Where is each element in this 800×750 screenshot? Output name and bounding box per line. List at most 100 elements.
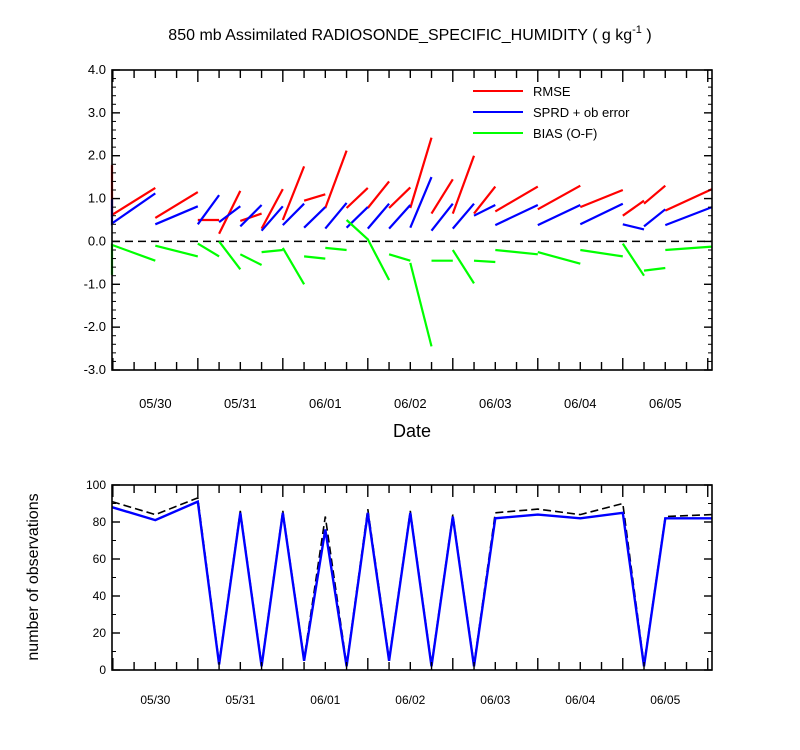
top-axes: -3.0 -2.0 -1.0 0.0 1.0 2.0 3.0 4.0 05/30 05/31 06/… <box>84 62 712 411</box>
bottom-axes: 0 20 40 60 80 100 05/30 05/31 06/01 06/02 06/03 06/… <box>86 478 712 707</box>
bias-o-f-segment <box>303 255 326 260</box>
rmse-segment <box>579 188 624 209</box>
bias-o-f-segment <box>261 248 283 254</box>
top-x-tick-label: 06/03 <box>479 396 512 411</box>
sprd-ob-error-segment <box>345 206 369 229</box>
sprd-ob-error-segment <box>409 176 433 229</box>
legend-label-bias-o-f: BIAS (O-F) <box>533 126 597 141</box>
rmse-segment <box>388 186 412 209</box>
sprd-ob-error-segment <box>154 205 199 226</box>
bottom-x-tick-label: 06/05 <box>650 693 680 707</box>
bias-o-f-segment <box>409 262 433 347</box>
sprd-ob-error-segment <box>451 202 475 230</box>
sprd-ob-error-segment <box>537 204 581 227</box>
top-x-tick-label: 05/30 <box>139 396 172 411</box>
sprd-ob-error-segment <box>366 202 390 230</box>
top-x-tick-label: 06/02 <box>394 396 427 411</box>
bias-o-f-segment <box>345 219 391 281</box>
sprd-ob-error-segment <box>196 194 220 225</box>
bias-o-f-segment <box>388 253 411 262</box>
top-x-tick-label: 06/05 <box>649 396 682 411</box>
chart-title-unit-exponent: -1 <box>632 24 642 36</box>
sprd-ob-error-segment <box>643 208 666 228</box>
top-x-tick-label: 06/01 <box>309 396 342 411</box>
bias-o-f-segment <box>580 248 623 258</box>
rmse-segment <box>218 190 242 235</box>
top-x-axis-label: Date <box>393 421 431 441</box>
bottom-x-tick-label: 06/01 <box>310 693 340 707</box>
rmse-segment <box>451 155 476 214</box>
series-bias-o-f <box>110 219 713 347</box>
top-x-tick-label: 06/04 <box>564 396 597 411</box>
sprd-ob-error-segment <box>239 204 263 228</box>
rmse-segment <box>281 165 306 221</box>
top-y-tick-label: 3.0 <box>88 105 106 120</box>
sprd-ob-error-segment <box>282 202 305 226</box>
obs-series-blue <box>111 499 712 667</box>
top-y-tick-label: 0.0 <box>88 233 106 248</box>
chart-title-close: ) <box>642 27 652 44</box>
legend: RMSE SPRD + ob error BIAS (O-F) <box>473 84 630 141</box>
bottom-y-axis-label: number of observations <box>25 493 42 660</box>
sprd-ob-error-segment <box>473 204 496 217</box>
top-y-tick-label: 2.0 <box>88 148 106 163</box>
chart-title-main: 850 mb Assimilated RADIOSONDE_SPECIFIC_H… <box>168 27 632 44</box>
bottom-y-tick-label: 0 <box>99 663 106 677</box>
bottom-x-tick-label: 05/31 <box>225 693 255 707</box>
bottom-x-tick-label: 05/30 <box>140 693 170 707</box>
sprd-ob-error-segment <box>430 203 454 232</box>
bias-o-f-segment <box>621 242 645 277</box>
bias-o-f-segment <box>451 249 475 284</box>
bottom-panel: 0 20 40 60 80 100 05/30 05/31 06/01 06/02 06/03 06/… <box>25 478 713 707</box>
rmse-segment <box>643 184 667 205</box>
sprd-ob-error-segment <box>579 202 624 226</box>
bias-o-f-segment <box>643 266 666 272</box>
top-x-tick-label: 05/31 <box>224 396 257 411</box>
top-y-tick-label: -1.0 <box>84 276 106 291</box>
bottom-y-tick-label: 80 <box>93 515 107 529</box>
bottom-y-tick-label: 40 <box>93 589 107 603</box>
rmse-segment <box>345 187 369 209</box>
legend-label-rmse: RMSE <box>533 84 571 99</box>
rmse-segment <box>154 191 199 219</box>
bottom-x-tick-label: 06/04 <box>565 693 595 707</box>
rmse-segment <box>473 185 497 215</box>
legend-label-sprd-ob-error: SPRD + ob error <box>533 105 630 120</box>
rmse-segment <box>366 180 390 209</box>
sprd-ob-error-segment <box>494 204 539 227</box>
bias-o-f-segment <box>537 251 581 265</box>
top-plot-frame <box>111 69 713 371</box>
bottom-x-tick-label: 06/02 <box>395 693 425 707</box>
bottom-series <box>111 496 713 667</box>
bias-o-f-segment <box>155 244 199 258</box>
bias-o-f-segment <box>495 248 538 256</box>
bottom-x-tick-label: 06/03 <box>480 693 510 707</box>
bias-o-f-segment <box>473 259 496 264</box>
rmse-segment <box>409 137 433 209</box>
rmse-segment <box>622 199 645 217</box>
bias-o-f-segment <box>281 247 306 285</box>
bias-o-f-segment <box>218 240 242 270</box>
top-y-tick-label: -2.0 <box>84 319 106 334</box>
bottom-y-tick-label: 20 <box>93 626 107 640</box>
chart-title: 850 mb Assimilated RADIOSONDE_SPECIFIC_H… <box>168 24 651 44</box>
bottom-y-tick-label: 100 <box>86 478 106 492</box>
sprd-ob-error-segment <box>218 205 241 223</box>
bias-o-f-segment <box>239 253 263 266</box>
bottom-y-tick-label: 60 <box>93 552 107 566</box>
bias-o-f-segment <box>197 242 220 258</box>
top-y-tick-label: -3.0 <box>84 362 106 377</box>
rmse-segment <box>664 188 713 212</box>
rmse-segment <box>430 178 454 215</box>
rmse-segment <box>324 150 348 209</box>
top-y-tick-label: 1.0 <box>88 191 106 206</box>
rmse-segment <box>303 193 326 202</box>
top-panel: -3.0 -2.0 -1.0 0.0 1.0 2.0 3.0 4.0 05/30 05/31 06/… <box>84 62 713 441</box>
bias-o-f-segment <box>665 245 713 252</box>
sprd-ob-error-segment <box>622 223 645 231</box>
sprd-ob-error-segment <box>664 206 713 227</box>
bias-o-f-segment <box>325 246 347 252</box>
bias-o-f-segment <box>110 243 156 275</box>
top-y-tick-label: 4.0 <box>88 62 106 77</box>
